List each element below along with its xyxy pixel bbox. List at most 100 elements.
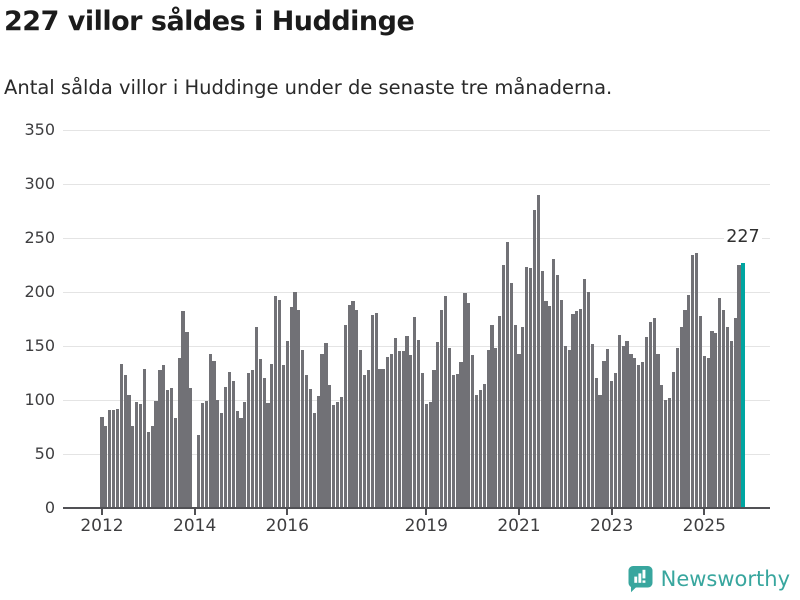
bar [278,299,282,508]
bar [119,364,123,508]
x-axis-tick [703,509,706,515]
bar [424,404,428,508]
bar [185,331,189,508]
bar [559,299,564,508]
bar [386,356,390,508]
bar [621,346,625,508]
y-gridline [63,238,770,239]
bar [227,371,231,508]
bar [324,342,328,508]
newsworthy-wordmark: Newsworthy [660,566,790,591]
bar [308,389,313,508]
bar [332,405,336,508]
bar [351,300,355,508]
chart-subtitle: Antal sålda villor i Huddinge under de s… [4,76,613,99]
bar [517,353,521,508]
y-axis-label: 200 [24,282,55,301]
bar [633,357,637,508]
bar [532,209,537,508]
bar [440,310,444,508]
bar [548,306,552,508]
bar [687,295,691,508]
bar [301,350,305,508]
bar [563,346,567,508]
bar [540,271,544,508]
bar [108,409,112,508]
x-axis-tick [517,509,520,515]
bar [498,315,502,508]
bar [428,402,432,508]
bar [189,388,193,508]
bar [490,325,494,508]
bar [594,378,598,508]
bar [142,368,147,508]
bar [737,265,741,508]
bar [656,353,660,508]
y-axis-label: 50 [34,444,55,463]
bar [281,365,286,508]
bar [243,402,247,508]
bar [513,325,517,508]
bar [733,317,737,508]
bar [250,369,255,508]
bar [575,311,579,508]
bar [339,396,343,508]
bar [208,353,212,508]
bar [196,434,201,508]
bar [262,378,266,508]
bar [447,348,452,508]
bar [586,292,591,508]
bar [444,296,448,508]
bar [393,338,398,508]
bar [671,371,675,508]
bar [505,242,509,508]
bar [455,374,459,508]
x-axis-line [63,507,770,509]
bar [305,375,309,508]
bar [266,403,270,508]
y-axis-label: 150 [24,336,55,355]
x-axis-tick [193,509,196,515]
y-axis-label: 300 [24,174,55,193]
bar [467,302,471,508]
bar [602,361,606,508]
bar [139,404,143,508]
bar [146,432,150,508]
bar [706,357,710,508]
bar [355,310,359,508]
highlight-bar [741,262,745,508]
x-axis-label: 2023 [590,516,634,536]
y-axis-label: 0 [44,498,55,517]
x-axis-tick [101,509,103,515]
bar [374,312,378,508]
bar [664,400,668,508]
bar [486,350,490,508]
bar [698,315,703,508]
bar [413,316,417,508]
bar [478,390,482,508]
bar [710,330,714,508]
bar [247,373,251,508]
bar [274,296,278,508]
bar [640,362,645,508]
bar [482,383,486,508]
bar [111,409,116,508]
x-axis-label: 2016 [265,516,309,536]
annotation-value: 227 [711,227,775,247]
bar [316,395,320,508]
bar [679,326,683,508]
bar [409,354,413,508]
bar [451,375,455,508]
bar [436,341,440,508]
bar [694,253,699,508]
bar [567,350,571,508]
bar [675,348,679,508]
bar [648,322,652,508]
bar [644,337,648,508]
bar [389,353,394,508]
bar [347,304,351,508]
bar [606,349,610,508]
bar [173,418,177,508]
bar [123,375,127,508]
bar [328,384,332,508]
